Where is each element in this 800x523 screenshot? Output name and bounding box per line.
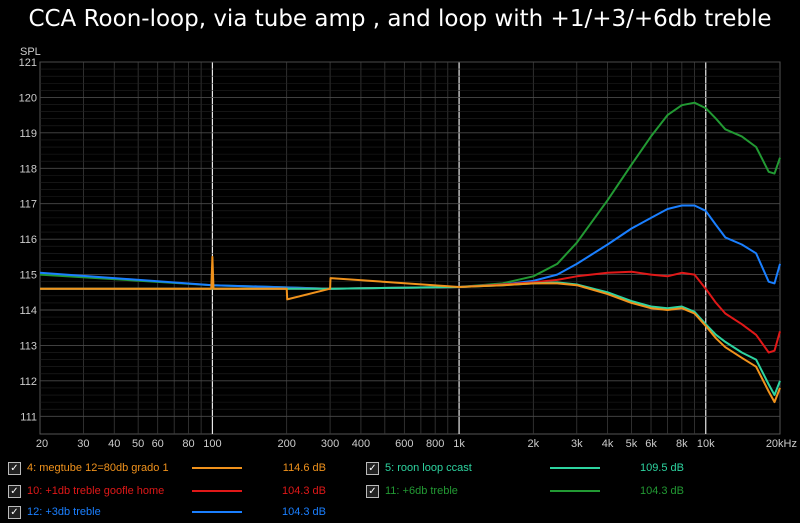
x-tick-label: 10k — [697, 438, 715, 450]
x-tick-label: 30 — [77, 438, 89, 450]
legend-value-megtube: 114.6 dB — [282, 462, 326, 474]
legend-checkbox-plus3db[interactable]: ✓ — [8, 505, 21, 519]
x-tick-label: 20kHz — [766, 438, 797, 450]
x-tick-label: 8k — [676, 438, 688, 450]
legend-swatch-plus6db — [550, 490, 600, 492]
x-tick-label: 80 — [182, 438, 194, 450]
legend-value-plus3db: 104.3 dB — [281, 506, 326, 518]
series-line-4 — [40, 255, 781, 404]
chart-title: CCA Roon-loop, via tube amp , and loop w… — [28, 6, 772, 32]
x-tick-label: 40 — [108, 438, 120, 450]
x-tick-label: 6k — [645, 438, 657, 450]
legend-value-plus6db: 104.3 dB — [639, 485, 684, 497]
legend-swatch-plus3db — [192, 511, 242, 513]
y-tick-label: 115 — [19, 270, 37, 282]
legend-label-plus1db: 10: +1db treble goofle home — [27, 485, 165, 497]
x-tick-label: 800 — [426, 438, 444, 450]
y-tick-labels: 111 112 113 114 115 116 117 118 119 120 121 — [19, 57, 37, 423]
y-tick-label: 113 — [19, 340, 37, 352]
x-tick-label: 200 — [277, 438, 295, 450]
legend-item-roon-loop[interactable]: ✓ 5: roon loop ccast — [366, 459, 472, 477]
legend-swatch-roon-loop — [550, 467, 600, 469]
x-tick-label: 50 — [132, 438, 144, 450]
legend-value-roon-loop: 109.5 dB — [639, 462, 684, 474]
legend-label-plus3db: 12: +3db treble — [27, 506, 101, 518]
frequency-response-plot[interactable]: 20 30 40 50 60 80 100 200 300 400 600 800 1k 2k 3k 4k 5k… — [0, 0, 800, 455]
plot-background — [39, 61, 781, 435]
legend-item-megtube[interactable]: ✓ 4: megtube 12=80db grado 1 — [8, 459, 169, 477]
y-tick-label: 117 — [19, 199, 37, 211]
y-axis-label: SPL — [20, 46, 41, 58]
x-tick-label: 4k — [602, 438, 614, 450]
y-tick-label: 118 — [19, 163, 37, 175]
y-tick-label: 120 — [19, 92, 37, 104]
legend-label-megtube: 4: megtube 12=80db grado 1 — [27, 462, 169, 474]
y-tick-label: 114 — [19, 305, 37, 317]
legend-checkbox-plus6db[interactable]: ✓ — [366, 484, 379, 498]
x-tick-label: 600 — [395, 438, 413, 450]
legend-item-plus1db[interactable]: ✓ 10: +1db treble goofle home — [8, 482, 164, 500]
legend-swatch-megtube — [192, 467, 242, 469]
legend-item-plus6db[interactable]: ✓ 11: +6db treble — [366, 482, 458, 500]
legend-value-plus1db: 104.3 dB — [281, 485, 326, 497]
y-tick-label: 111 — [20, 411, 37, 423]
legend-row-2: ✓ 10: +1db treble goofle home 104.3 dB ✓… — [0, 482, 800, 500]
x-tick-label: 1k — [453, 438, 465, 450]
legend-row-1: ✓ 4: megtube 12=80db grado 1 114.6 dB ✓ … — [0, 459, 800, 477]
legend-checkbox-roon-loop[interactable]: ✓ — [366, 461, 379, 475]
legend-row-3: ✓ 12: +3db treble 104.3 dB — [0, 503, 800, 521]
x-tick-label: 60 — [152, 438, 164, 450]
y-tick-label: 121 — [19, 57, 37, 69]
legend-swatch-plus1db — [192, 490, 242, 492]
legend-checkbox-megtube[interactable]: ✓ — [8, 461, 21, 475]
x-tick-label: 100 — [203, 438, 221, 450]
legend-checkbox-plus1db[interactable]: ✓ — [8, 484, 21, 498]
x-tick-label: 5k — [626, 438, 638, 450]
legend-label-plus6db: 11: +6db treble — [385, 485, 458, 497]
legend-item-plus3db[interactable]: ✓ 12: +3db treble — [8, 503, 101, 521]
grid — [40, 61, 780, 434]
y-tick-label: 116 — [19, 234, 37, 246]
legend-label-roon-loop: 5: roon loop ccast — [385, 462, 472, 474]
x-tick-label: 300 — [321, 438, 339, 450]
x-tick-label: 400 — [352, 438, 370, 450]
x-tick-label: 3k — [571, 438, 583, 450]
series-lines — [39, 101, 781, 404]
y-tick-label: 119 — [19, 128, 37, 140]
x-tick-label: 2k — [528, 438, 540, 450]
x-tick-labels: 20 30 40 50 60 80 100 200 300 400 600 800 1k 2k 3k 4k 5k… — [36, 438, 797, 450]
y-tick-label: 112 — [19, 376, 37, 388]
x-tick-label: 20 — [36, 438, 48, 450]
